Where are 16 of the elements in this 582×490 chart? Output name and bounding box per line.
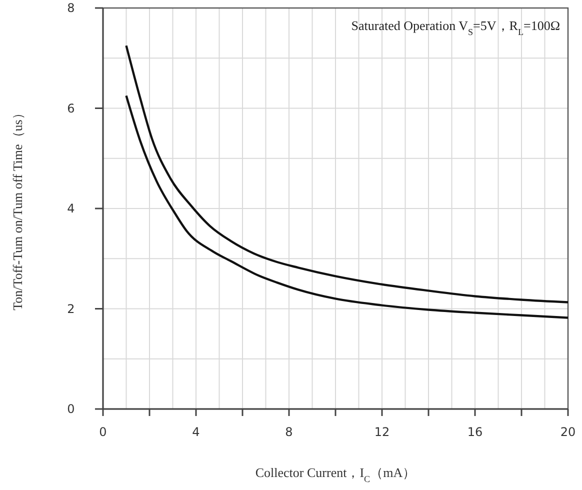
line-series xyxy=(125,44,570,304)
x-axis-title: Collector Current，I$_{C}$（mA） xyxy=(255,465,416,484)
y-tick-label: 2 xyxy=(67,302,75,316)
y-tick-label: 6 xyxy=(67,101,75,116)
x-tick-label: 16 xyxy=(467,425,483,439)
x-tick-label: 0 xyxy=(99,425,107,439)
annotation: Saturated Operation V$_{S}$=5V，R$_{L}$=100Ω xyxy=(351,18,560,37)
y-tick-label: 8 xyxy=(67,1,75,15)
x-tick-label: 20 xyxy=(560,425,576,439)
x-tick-label: 4 xyxy=(192,425,200,439)
y-tick-label: 4 xyxy=(67,202,75,216)
x-tick-label: 12 xyxy=(374,425,390,439)
y-axis-title: Ton/Toff-Tum on/Tum off Time（us） xyxy=(10,106,25,310)
x-tick-label: 8 xyxy=(285,425,293,439)
line-series xyxy=(125,94,570,319)
y-tick-label: 0 xyxy=(67,402,75,416)
